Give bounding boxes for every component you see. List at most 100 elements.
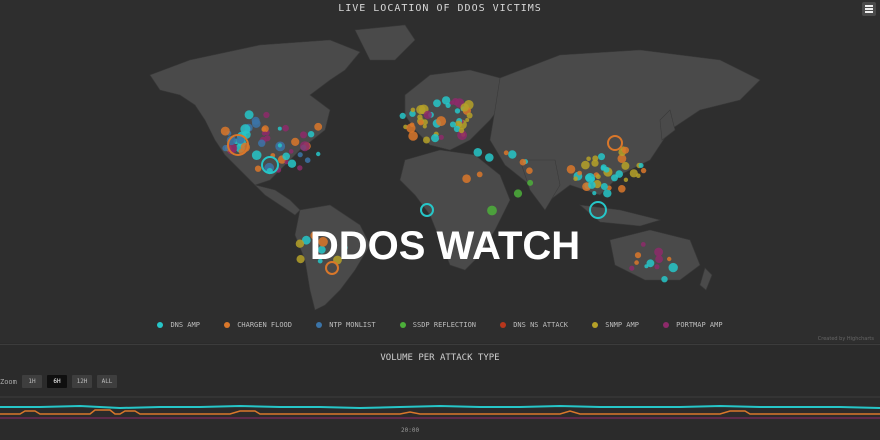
victim-marker[interactable] [621, 161, 630, 170]
victim-marker[interactable] [603, 189, 612, 198]
victim-marker[interactable] [327, 251, 333, 257]
victim-marker[interactable] [606, 185, 612, 191]
victim-marker[interactable] [284, 160, 289, 165]
victim-marker[interactable] [416, 105, 426, 115]
victim-marker[interactable] [304, 157, 311, 163]
victim-marker[interactable] [343, 245, 348, 250]
victim-marker[interactable] [519, 158, 527, 166]
victim-marker[interactable] [476, 171, 483, 178]
victim-marker[interactable] [438, 134, 444, 140]
victim-marker[interactable] [316, 151, 321, 157]
victim-marker[interactable] [591, 159, 599, 167]
victim-marker[interactable] [622, 146, 629, 154]
victim-ring-marker[interactable] [325, 261, 339, 275]
victim-marker[interactable] [527, 179, 534, 186]
victim-marker[interactable] [410, 107, 416, 113]
victim-marker[interactable] [297, 152, 303, 158]
victim-marker[interactable] [638, 163, 644, 168]
victim-marker[interactable] [406, 123, 416, 133]
victim-marker[interactable] [485, 153, 494, 162]
victim-marker[interactable] [457, 130, 467, 141]
victim-marker[interactable] [422, 124, 427, 129]
victim-marker[interactable] [277, 126, 282, 131]
victim-marker[interactable] [318, 237, 328, 247]
victim-marker[interactable] [595, 174, 601, 180]
victim-marker[interactable] [508, 150, 517, 159]
victim-marker[interactable] [251, 150, 262, 160]
victim-marker[interactable] [466, 112, 473, 119]
victim-marker[interactable] [458, 127, 465, 134]
legend-item-chargen-flood[interactable]: CHARGEN FLOOD [224, 321, 292, 329]
victim-marker[interactable] [441, 96, 451, 105]
zoom-button-1h[interactable]: 1H [22, 375, 42, 388]
victim-marker[interactable] [655, 255, 663, 263]
victim-marker[interactable] [418, 119, 424, 126]
victim-marker[interactable] [314, 122, 323, 131]
victim-marker[interactable] [453, 125, 461, 133]
legend-item-snmp-amp[interactable]: SNMP AMP [592, 321, 639, 329]
victim-marker[interactable] [310, 231, 319, 240]
victim-marker[interactable] [654, 264, 660, 270]
victim-marker[interactable] [629, 169, 638, 178]
victim-marker[interactable] [433, 99, 441, 108]
victim-marker[interactable] [307, 131, 315, 138]
victim-marker[interactable] [317, 258, 323, 264]
victim-marker[interactable] [288, 149, 294, 154]
victim-marker[interactable] [449, 100, 455, 105]
zoom-button-6h[interactable]: 6H [47, 375, 67, 388]
zoom-button-all[interactable]: ALL [97, 375, 117, 388]
world-map[interactable] [0, 0, 880, 343]
victim-marker[interactable] [454, 108, 461, 114]
victim-marker[interactable] [317, 245, 326, 254]
victim-marker[interactable] [254, 165, 262, 172]
victim-ring-marker[interactable] [261, 156, 279, 174]
victim-marker[interactable] [668, 262, 678, 273]
victim-marker[interactable] [615, 170, 623, 178]
victim-ring-marker[interactable] [607, 135, 623, 151]
victim-marker[interactable] [590, 176, 595, 182]
victim-marker[interactable] [258, 139, 266, 147]
victim-marker[interactable] [462, 174, 471, 183]
victim-marker[interactable] [588, 181, 596, 189]
volume-navigator-chart[interactable] [0, 395, 880, 425]
victim-marker[interactable] [436, 116, 447, 127]
victim-marker[interactable] [408, 131, 418, 141]
victim-marker[interactable] [634, 260, 639, 265]
victim-marker[interactable] [617, 154, 627, 164]
victim-marker[interactable] [431, 134, 440, 143]
victim-marker[interactable] [661, 276, 668, 283]
victim-marker[interactable] [460, 103, 469, 112]
victim-marker[interactable] [634, 252, 642, 259]
victim-marker[interactable] [423, 110, 432, 119]
victim-marker[interactable] [598, 153, 605, 161]
zoom-button-12h[interactable]: 12H [72, 375, 92, 388]
victim-marker[interactable] [667, 256, 672, 262]
victim-ring-marker[interactable] [420, 203, 434, 217]
victim-marker[interactable] [640, 167, 647, 174]
victim-marker[interactable] [287, 159, 297, 168]
legend-item-dns-ns-attack[interactable]: DNS NS ATTACK [500, 321, 568, 329]
victim-marker[interactable] [449, 121, 456, 128]
victim-marker[interactable] [399, 112, 406, 119]
victim-marker[interactable] [503, 150, 509, 156]
victim-ring-marker[interactable] [227, 134, 249, 156]
victim-marker[interactable] [654, 247, 663, 257]
legend-item-ssdp-reflection[interactable]: SSDP REFLECTION [399, 321, 476, 329]
victim-marker[interactable] [263, 111, 270, 119]
chart-menu-button[interactable] [862, 2, 876, 16]
victim-marker[interactable] [592, 191, 597, 196]
victim-marker[interactable] [291, 137, 300, 146]
victim-marker[interactable] [526, 167, 533, 174]
victim-marker[interactable] [261, 131, 267, 136]
victim-marker[interactable] [240, 124, 251, 135]
victim-marker[interactable] [581, 160, 590, 170]
victim-marker[interactable] [636, 173, 641, 178]
victim-marker[interactable] [600, 183, 608, 190]
victim-marker[interactable] [300, 131, 307, 139]
victim-marker[interactable] [629, 265, 635, 271]
victim-marker[interactable] [282, 124, 289, 132]
victim-marker[interactable] [409, 110, 416, 117]
victim-marker[interactable] [282, 152, 291, 161]
victim-marker[interactable] [603, 166, 610, 173]
victim-marker[interactable] [487, 205, 497, 216]
